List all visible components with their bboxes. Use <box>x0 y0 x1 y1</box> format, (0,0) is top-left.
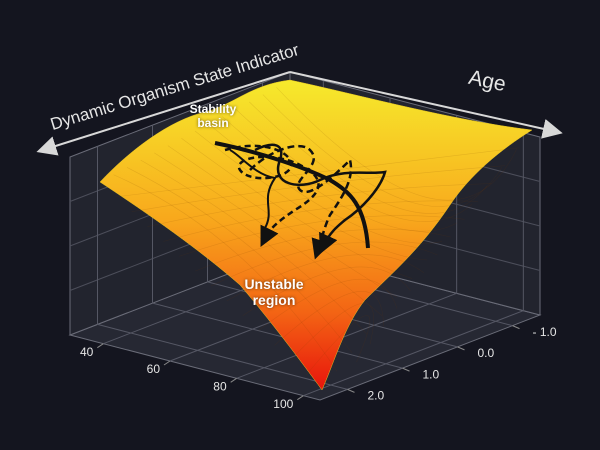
surface-mesh <box>163 200 479 242</box>
y-tick-label: 2.0 <box>368 389 385 403</box>
trajectory <box>254 143 387 255</box>
surface-mesh <box>305 315 371 376</box>
x-tick-label: 100 <box>273 397 293 411</box>
surface-mesh <box>226 254 425 302</box>
x-tick-label: 40 <box>80 345 94 359</box>
surface-mesh <box>167 145 398 298</box>
trajectories <box>214 141 387 260</box>
grid-line <box>303 132 524 397</box>
surface-mesh <box>258 278 398 331</box>
tick-mark <box>512 325 520 330</box>
trajectory <box>229 149 277 229</box>
tick-mark <box>230 377 237 383</box>
trajectory <box>224 144 320 247</box>
surface-mesh <box>131 165 506 213</box>
surface-mesh <box>154 152 383 316</box>
surface-mesh <box>274 291 384 346</box>
x-axis-label: Age <box>467 66 508 96</box>
tick-mark <box>347 388 355 393</box>
surface-mesh <box>147 183 492 227</box>
axis-arrow <box>289 71 563 139</box>
surface-mesh <box>249 101 488 214</box>
surface-mesh <box>262 94 503 207</box>
surface-mesh <box>194 130 428 261</box>
tick-mark <box>297 395 304 401</box>
tick-mark <box>457 346 465 351</box>
surface-mesh <box>208 123 443 244</box>
surface <box>99 79 533 391</box>
y-tick-label: 1.0 <box>423 367 440 381</box>
tick-mark <box>402 367 410 372</box>
surface-mesh <box>290 303 374 361</box>
axis-arrow <box>36 71 291 156</box>
tick-mark <box>97 343 104 349</box>
surface-mesh <box>242 266 411 316</box>
surface-mesh <box>276 87 518 201</box>
y-tick-label: - 1.0 <box>533 325 557 339</box>
grid-line <box>97 146 348 390</box>
y-tick-label: 0.0 <box>478 346 495 360</box>
surface-mesh <box>113 174 338 372</box>
surface-mesh <box>127 167 353 354</box>
tick-mark <box>163 360 171 366</box>
trajectory <box>249 144 353 260</box>
surface-mesh <box>179 215 465 257</box>
x-tick-label: 80 <box>213 380 227 394</box>
annotation: Unstable region <box>244 276 304 309</box>
x-tick-label: 60 <box>147 362 161 376</box>
surface-mesh <box>181 138 413 279</box>
surface-mesh <box>210 241 438 287</box>
annotation: Stability basin <box>189 102 237 130</box>
surface-layer <box>99 79 533 391</box>
